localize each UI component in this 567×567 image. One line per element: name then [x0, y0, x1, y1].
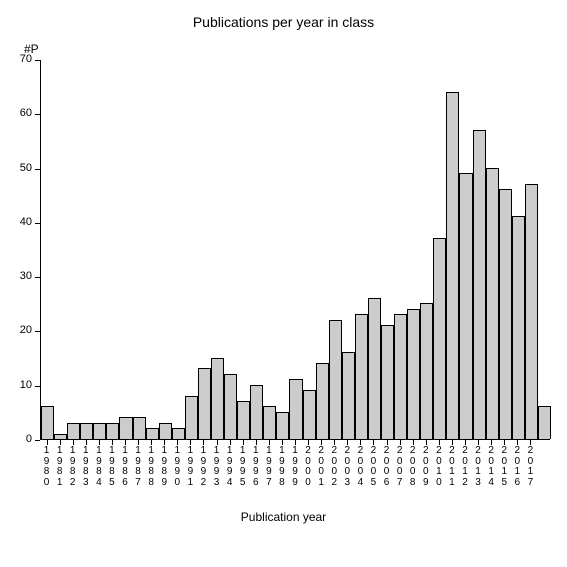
x-tick-label: 2012	[460, 446, 470, 488]
chart-container: Publications per year in class #P Public…	[0, 0, 567, 567]
bar	[316, 363, 329, 439]
x-tick-label: 1995	[238, 446, 248, 488]
bar	[407, 309, 420, 439]
bar	[237, 401, 250, 439]
x-tick-label: 2004	[355, 446, 365, 488]
x-tick-label: 1983	[81, 446, 91, 488]
y-tick-mark	[35, 114, 40, 115]
bar	[198, 368, 211, 439]
bar	[211, 358, 224, 439]
x-tick-label: 2009	[421, 446, 431, 488]
plot-area	[40, 60, 550, 440]
x-tick-label: 1999	[290, 446, 300, 488]
y-tick-label: 10	[20, 379, 32, 391]
y-tick-mark	[35, 277, 40, 278]
bar	[433, 238, 446, 439]
x-tick-label: 1997	[264, 446, 274, 488]
bar	[93, 423, 106, 439]
bar	[512, 216, 525, 439]
x-tick-label: 1994	[225, 446, 235, 488]
x-tick-label: 1991	[185, 446, 195, 488]
x-tick-label: 1980	[42, 446, 52, 488]
y-tick-label: 20	[20, 324, 32, 336]
bar	[381, 325, 394, 439]
bar	[342, 352, 355, 439]
bar	[446, 92, 459, 439]
bar	[159, 423, 172, 439]
x-tick-label: 2014	[486, 446, 496, 488]
x-tick-label: 1996	[251, 446, 261, 488]
x-tick-label: 1982	[68, 446, 78, 488]
bar	[80, 423, 93, 439]
x-tick-label: 1985	[107, 446, 117, 488]
bar	[67, 423, 80, 439]
x-tick-label: 1990	[172, 446, 182, 488]
x-tick-label: 1987	[133, 446, 143, 488]
x-tick-label: 1992	[198, 446, 208, 488]
x-tick-label: 2011	[447, 446, 457, 488]
x-tick-label: 2007	[395, 446, 405, 488]
bar	[119, 417, 132, 439]
bar	[473, 130, 486, 439]
x-tick-label: 2002	[329, 446, 339, 488]
x-tick-label: 2001	[316, 446, 326, 488]
bar	[368, 298, 381, 439]
x-tick-label: 1986	[120, 446, 130, 488]
y-tick-mark	[35, 386, 40, 387]
x-tick-label: 1984	[94, 446, 104, 488]
bar	[394, 314, 407, 439]
x-tick-label: 2000	[303, 446, 313, 488]
y-tick-label: 50	[20, 162, 32, 174]
bar	[54, 434, 67, 439]
bar	[499, 189, 512, 439]
y-tick-label: 70	[20, 53, 32, 65]
bar	[525, 184, 538, 439]
bar	[276, 412, 289, 439]
y-tick-label: 40	[20, 216, 32, 228]
x-tick-label: 2010	[434, 446, 444, 488]
x-tick-label: 1988	[146, 446, 156, 488]
y-tick-mark	[35, 169, 40, 170]
x-tick-label: 1998	[277, 446, 287, 488]
bar	[224, 374, 237, 439]
y-tick-mark	[35, 60, 40, 61]
x-tick-label: 1981	[55, 446, 65, 488]
x-tick-label: 2015	[499, 446, 509, 488]
bar	[263, 406, 276, 439]
x-tick-label: 2013	[473, 446, 483, 488]
bar	[355, 314, 368, 439]
y-tick-label: 30	[20, 270, 32, 282]
bar	[172, 428, 185, 439]
bar	[41, 406, 54, 439]
x-tick-label: 2017	[525, 446, 535, 488]
x-axis-label: Publication year	[0, 510, 567, 524]
y-tick-mark	[35, 440, 40, 441]
bar	[329, 320, 342, 439]
x-tick-label: 1993	[212, 446, 222, 488]
bar	[185, 396, 198, 439]
bar	[146, 428, 159, 439]
bar	[303, 390, 316, 439]
x-tick-label: 2005	[368, 446, 378, 488]
bar	[250, 385, 263, 439]
bar	[106, 423, 119, 439]
x-tick-label: 2006	[382, 446, 392, 488]
y-tick-mark	[35, 331, 40, 332]
y-tick-label: 60	[20, 107, 32, 119]
bar	[133, 417, 146, 439]
x-tick-label: 2003	[342, 446, 352, 488]
x-tick-label: 2016	[512, 446, 522, 488]
x-tick-label: 1989	[159, 446, 169, 488]
chart-title: Publications per year in class	[0, 14, 567, 30]
x-tick-label: 2008	[408, 446, 418, 488]
bar	[289, 379, 302, 439]
bar	[420, 303, 433, 439]
y-tick-mark	[35, 223, 40, 224]
y-tick-label: 0	[26, 433, 32, 445]
bar	[486, 168, 499, 439]
bar	[459, 173, 472, 439]
bar	[538, 406, 551, 439]
